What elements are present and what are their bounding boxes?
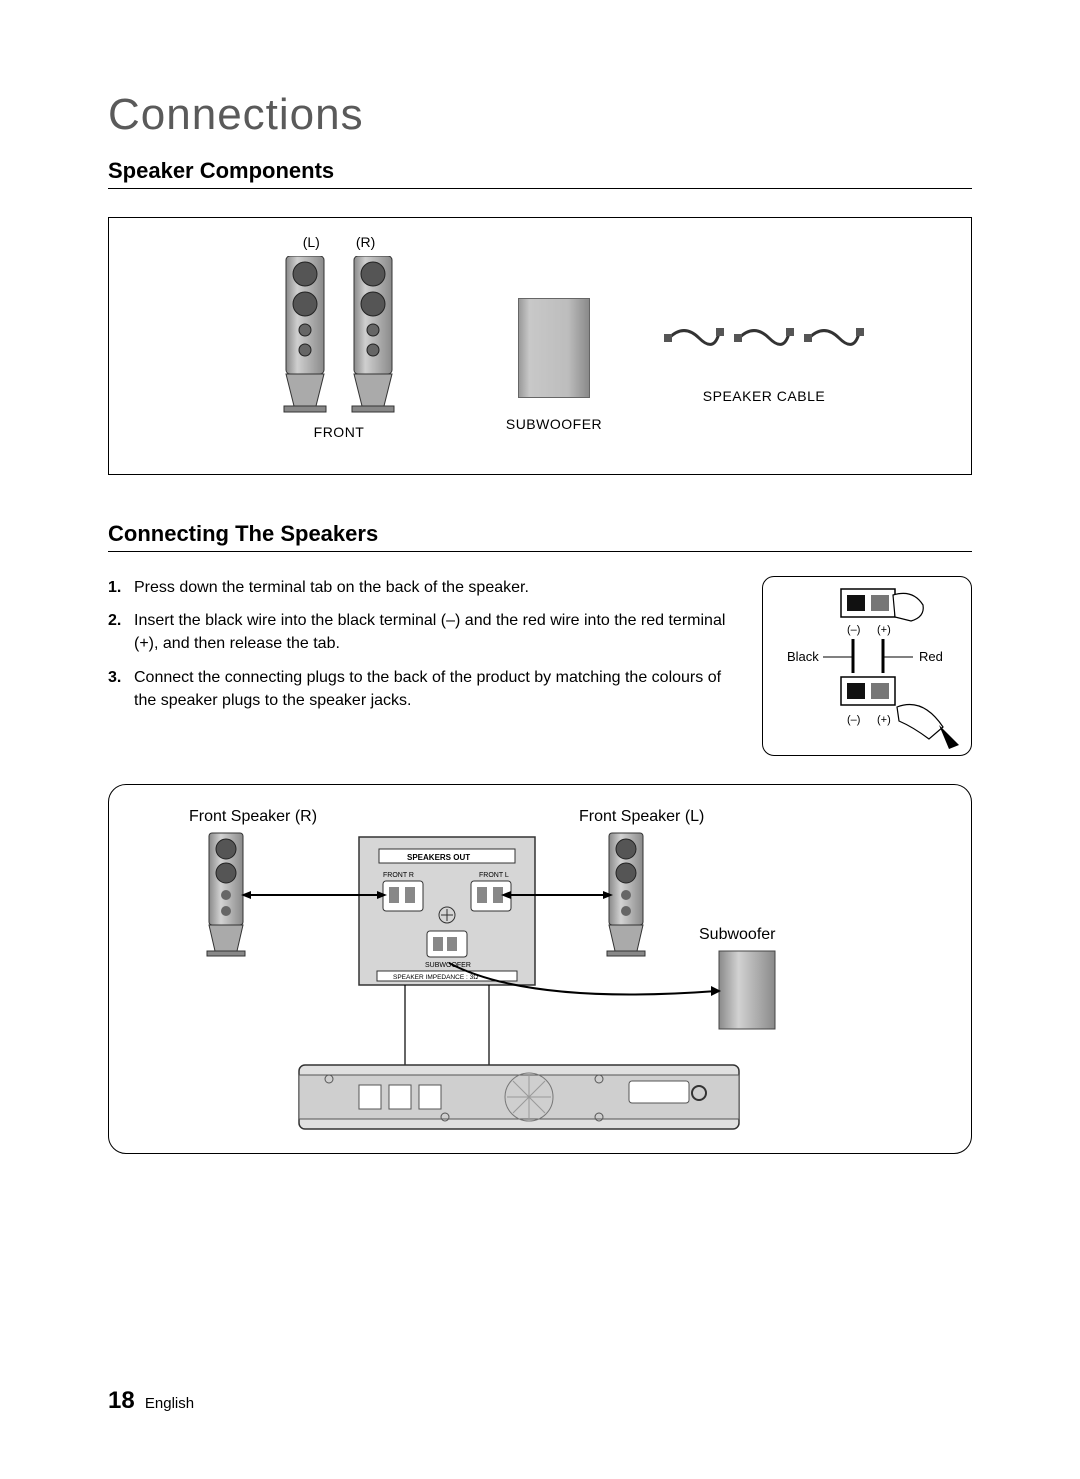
subwoofer-label: Subwoofer	[699, 926, 776, 943]
step-item: 3. Connect the connecting plugs to the b…	[108, 666, 732, 712]
step-num: 3.	[108, 666, 134, 712]
front-l-label: Front Speaker (L)	[579, 808, 704, 825]
step-item: 2. Insert the black wire into the black …	[108, 609, 732, 655]
front-speaker-r-icon	[344, 256, 402, 416]
connection-diagram: Front Speaker (R) Front Speaker (L)	[108, 784, 972, 1154]
chapter-title: Connections	[108, 90, 972, 140]
label-r: (R)	[356, 234, 375, 250]
step-text: Press down the terminal tab on the back …	[134, 576, 529, 599]
step-text: Connect the connecting plugs to the back…	[134, 666, 732, 712]
section-connecting-title: Connecting The Speakers	[108, 521, 972, 552]
terminal-figure: (–) (+) Black Red (–) (+)	[762, 576, 972, 756]
cable-caption: SPEAKER CABLE	[649, 388, 879, 404]
step-num: 2.	[108, 609, 134, 655]
components-box: (L) (R)	[108, 217, 972, 475]
label-l: (L)	[303, 234, 320, 250]
svg-text:SPEAKER IMPEDANCE : 3Ω: SPEAKER IMPEDANCE : 3Ω	[393, 974, 478, 981]
cable-group: SPEAKER CABLE	[649, 318, 879, 404]
terminal-diagram-icon: (–) (+) Black Red (–) (+)	[763, 577, 973, 757]
step-item: 1. Press down the terminal tab on the ba…	[108, 576, 732, 599]
cable-icon	[734, 318, 794, 358]
svg-text:FRONT L: FRONT L	[479, 872, 509, 879]
subwoofer-group: SUBWOOFER	[479, 298, 629, 432]
page-number: 18	[108, 1387, 135, 1414]
front-caption: FRONT	[249, 424, 429, 440]
manual-page: Connections Speaker Components (L) (R)	[0, 0, 1080, 1479]
cable-icon	[664, 318, 724, 358]
instructions-list: 1. Press down the terminal tab on the ba…	[108, 576, 732, 756]
svg-text:(+): (+)	[877, 624, 891, 636]
subwoofer-caption: SUBWOOFER	[479, 416, 629, 432]
front-speakers-group: (L) (R)	[249, 234, 429, 440]
red-label: Red	[919, 649, 943, 664]
subwoofer-icon	[518, 298, 590, 398]
svg-text:(–): (–)	[847, 714, 860, 726]
page-lang: English	[145, 1395, 194, 1412]
page-footer: 18 English	[108, 1387, 194, 1415]
svg-text:(+): (+)	[877, 714, 891, 726]
front-r-label: Front Speaker (R)	[189, 808, 317, 825]
black-label: Black	[787, 649, 819, 664]
step-num: 1.	[108, 576, 134, 599]
cable-icon	[804, 318, 864, 358]
front-speaker-l-icon	[276, 256, 334, 416]
connection-diagram-icon: Front Speaker (R) Front Speaker (L)	[109, 785, 969, 1153]
svg-text:(–): (–)	[847, 624, 860, 636]
svg-text:SUBWOOFER: SUBWOOFER	[425, 962, 471, 969]
lr-labels: (L) (R)	[249, 234, 429, 250]
section-components-title: Speaker Components	[108, 158, 972, 189]
step-text: Insert the black wire into the black ter…	[134, 609, 732, 655]
instructions-wrap: 1. Press down the terminal tab on the ba…	[108, 576, 972, 756]
svg-text:FRONT R: FRONT R	[383, 872, 414, 879]
svg-text:SPEAKERS OUT: SPEAKERS OUT	[407, 853, 470, 862]
